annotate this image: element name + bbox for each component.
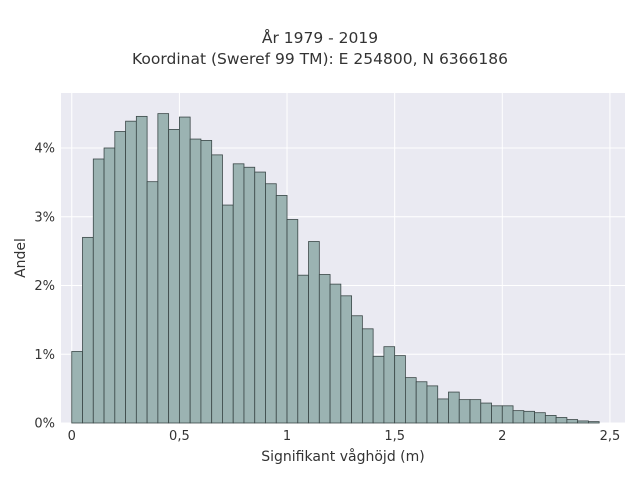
histogram-bar [114, 131, 126, 424]
histogram-bar [308, 241, 320, 424]
histogram-bar [200, 140, 213, 424]
x-tick-label: 0,5 [169, 429, 190, 444]
y-tick-label: 4% [34, 142, 55, 157]
histogram-bar [544, 415, 557, 424]
histogram-bar [265, 183, 277, 424]
histogram-bar [146, 181, 159, 424]
y-axis-ticks: 0% 1% 2% 3% 4% [34, 142, 55, 432]
histogram-bar [178, 116, 191, 424]
histogram-bar [318, 274, 331, 424]
histogram-bar [103, 147, 116, 424]
x-tick-label: 2 [498, 429, 506, 444]
y-tick-label: 0% [34, 417, 55, 432]
histogram-bar [125, 120, 137, 424]
histogram-bar [394, 355, 406, 424]
bars [71, 113, 600, 424]
histogram-bar [232, 163, 245, 424]
chart-title: År 1979 - 2019 [261, 29, 379, 47]
histogram-bar [189, 138, 202, 424]
histogram-bar [351, 315, 363, 424]
histogram-bar [168, 129, 180, 424]
histogram-bar [512, 410, 525, 424]
histogram-bar [383, 346, 396, 424]
x-tick-label: 1,5 [384, 429, 405, 444]
y-tick-label: 1% [34, 348, 55, 363]
histogram-bar [297, 274, 309, 424]
histogram-bar [275, 195, 288, 424]
histogram-bar [71, 351, 83, 424]
chart-subtitle: Koordinat (Sweref 99 TM): E 254800, N 63… [132, 50, 508, 68]
histogram-bar [448, 391, 460, 424]
histogram-bar [92, 158, 105, 424]
histogram-bar [286, 219, 299, 424]
histogram-bar [361, 328, 374, 424]
x-axis-ticks: 0 0,5 1 1,5 2 2,5 [68, 429, 621, 444]
histogram-bar [135, 115, 148, 424]
histogram-bar [405, 377, 417, 424]
histogram-bar [415, 381, 428, 424]
x-tick-label: 1 [283, 429, 291, 444]
histogram-bar [491, 405, 503, 424]
histogram-bar [588, 421, 600, 424]
histogram-bar [211, 154, 223, 424]
histogram-bar [480, 402, 492, 424]
histogram-bar [437, 398, 449, 424]
x-axis-label: Signifikant våghöjd (m) [261, 448, 424, 465]
histogram-bar [426, 385, 439, 424]
histogram-bar [157, 113, 170, 424]
histogram-bar [458, 399, 471, 424]
y-axis-label: Andel [13, 238, 29, 278]
histogram-bar [523, 410, 535, 424]
histogram-bar [372, 355, 385, 424]
histogram-bar [254, 171, 266, 424]
histogram-bar [469, 399, 482, 424]
y-tick-label: 3% [34, 210, 55, 225]
histogram-bar [243, 166, 256, 424]
x-tick-label: 2,5 [600, 429, 621, 444]
histogram-bar [340, 295, 353, 424]
histogram-bar [501, 405, 514, 424]
histogram-bar [566, 419, 579, 424]
histogram-bar [555, 417, 568, 424]
histogram-bar [222, 204, 234, 424]
histogram-bar [329, 283, 342, 424]
histogram-bar [534, 412, 546, 424]
histogram-bar [577, 420, 589, 424]
x-tick-label: 0 [68, 429, 76, 444]
y-tick-label: 2% [34, 279, 55, 294]
histogram-bar [82, 236, 94, 424]
